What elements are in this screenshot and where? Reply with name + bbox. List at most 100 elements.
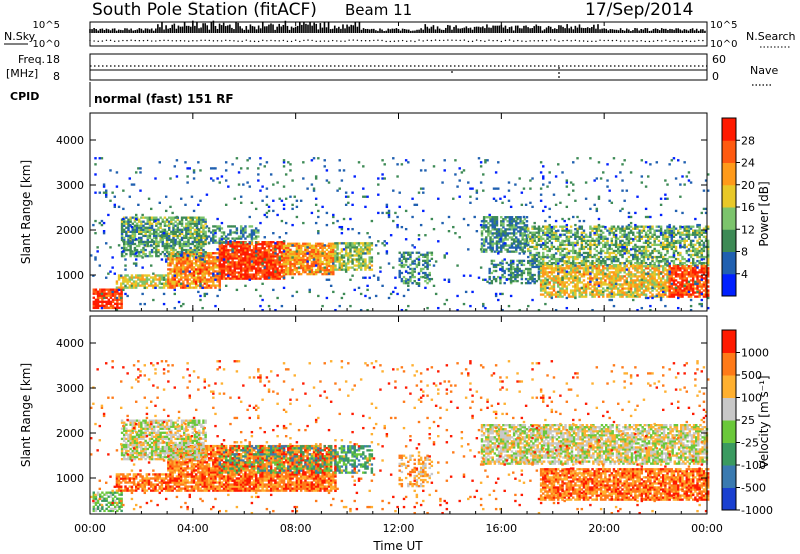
data-cell: [514, 279, 517, 283]
data-cell: [195, 228, 199, 231]
data-cell: [259, 243, 262, 246]
data-cell: [162, 274, 166, 277]
data-cell: [254, 241, 258, 244]
data-cell: [132, 282, 136, 285]
data-cell: [679, 239, 682, 242]
data-cell: [409, 277, 412, 281]
data-cell: [531, 231, 534, 234]
data-cell: [357, 250, 361, 253]
data-cell: [424, 259, 427, 263]
data-cell: [244, 245, 247, 248]
data-cell: [323, 254, 326, 258]
data-cell: [604, 241, 607, 245]
data-cell: [308, 252, 311, 256]
data-cell: [197, 254, 201, 258]
data-cell: [229, 269, 232, 272]
data-cell: [563, 253, 566, 257]
data-cell: [640, 277, 644, 280]
data-cell: [546, 293, 549, 296]
data-cell: [651, 265, 654, 268]
data-cell: [687, 259, 691, 263]
data-cell: [580, 235, 584, 238]
data-cell: [644, 245, 648, 249]
data-cell: [561, 229, 564, 232]
data-cell: [640, 285, 644, 288]
data-cell: [638, 251, 641, 255]
data-cell: [239, 243, 243, 246]
noise-search-point: [274, 40, 276, 42]
data-cell: [291, 272, 294, 276]
data-cell: [409, 271, 412, 275]
data-cell: [612, 291, 616, 294]
data-cell: [257, 263, 260, 266]
data-cell: [640, 293, 644, 296]
data-cell: [539, 243, 543, 247]
data-cell: [533, 253, 536, 257]
data-cell: [239, 259, 243, 262]
data-cell: [201, 262, 204, 265]
data-cell: [186, 286, 189, 289]
data-cell: [610, 231, 614, 234]
data-cell: [122, 238, 126, 242]
data-cell: [184, 268, 187, 271]
data-cell: [597, 233, 601, 236]
data-cell: [649, 295, 652, 298]
data-cell: [679, 261, 682, 265]
data-cell: [587, 239, 590, 242]
data-cell: [567, 273, 571, 276]
data-cell: [597, 229, 601, 232]
data-cell: [182, 242, 186, 246]
data-cell: [302, 252, 305, 256]
data-cell: [644, 285, 648, 288]
data-cell: [325, 256, 329, 260]
data-cell: [565, 275, 569, 278]
data-cell: [537, 253, 541, 257]
data-cell: [519, 234, 522, 237]
data-cell: [404, 257, 408, 260]
data-cell: [595, 231, 599, 234]
data-cell: [120, 234, 124, 238]
data-cell: [672, 259, 676, 263]
data-cell: [148, 244, 152, 248]
data-cell: [197, 270, 200, 273]
data-cell: [239, 271, 243, 274]
data-cell: [593, 275, 596, 278]
data-cell: [272, 265, 275, 268]
noise-search-point: [492, 40, 494, 42]
data-cell: [272, 267, 275, 270]
data-cell: [430, 253, 434, 256]
data-cell: [625, 265, 629, 268]
data-cell: [261, 255, 264, 258]
data-cell: [237, 265, 241, 268]
data-cell: [692, 229, 695, 232]
data-cell: [634, 265, 637, 268]
data-cell: [155, 234, 158, 238]
noise-search-point: [360, 40, 363, 42]
data-cell: [595, 287, 599, 290]
data-cell: [224, 261, 228, 264]
data-cell: [224, 265, 228, 268]
data-cell: [687, 225, 691, 228]
data-cell: [182, 260, 185, 263]
data-cell: [272, 251, 275, 254]
noise-search-point: [500, 40, 503, 43]
data-cell: [194, 272, 198, 275]
data-cell: [589, 231, 592, 234]
data-cell: [325, 270, 329, 274]
data-cell: [214, 252, 217, 255]
data-cell: [227, 233, 230, 236]
data-cell: [587, 283, 590, 286]
data-cell: [214, 266, 217, 269]
data-cell: [495, 224, 499, 227]
data-cell: [508, 236, 512, 239]
data-cell: [176, 222, 179, 225]
data-cell: [495, 228, 499, 231]
noise-search-point: [447, 39, 449, 41]
data-cell: [302, 254, 305, 258]
data-cell: [224, 255, 228, 258]
data-cell: [133, 234, 137, 238]
data-cell: [107, 288, 111, 291]
data-cell: [415, 265, 419, 269]
data-cell: [521, 228, 524, 231]
data-cell: [231, 245, 234, 248]
